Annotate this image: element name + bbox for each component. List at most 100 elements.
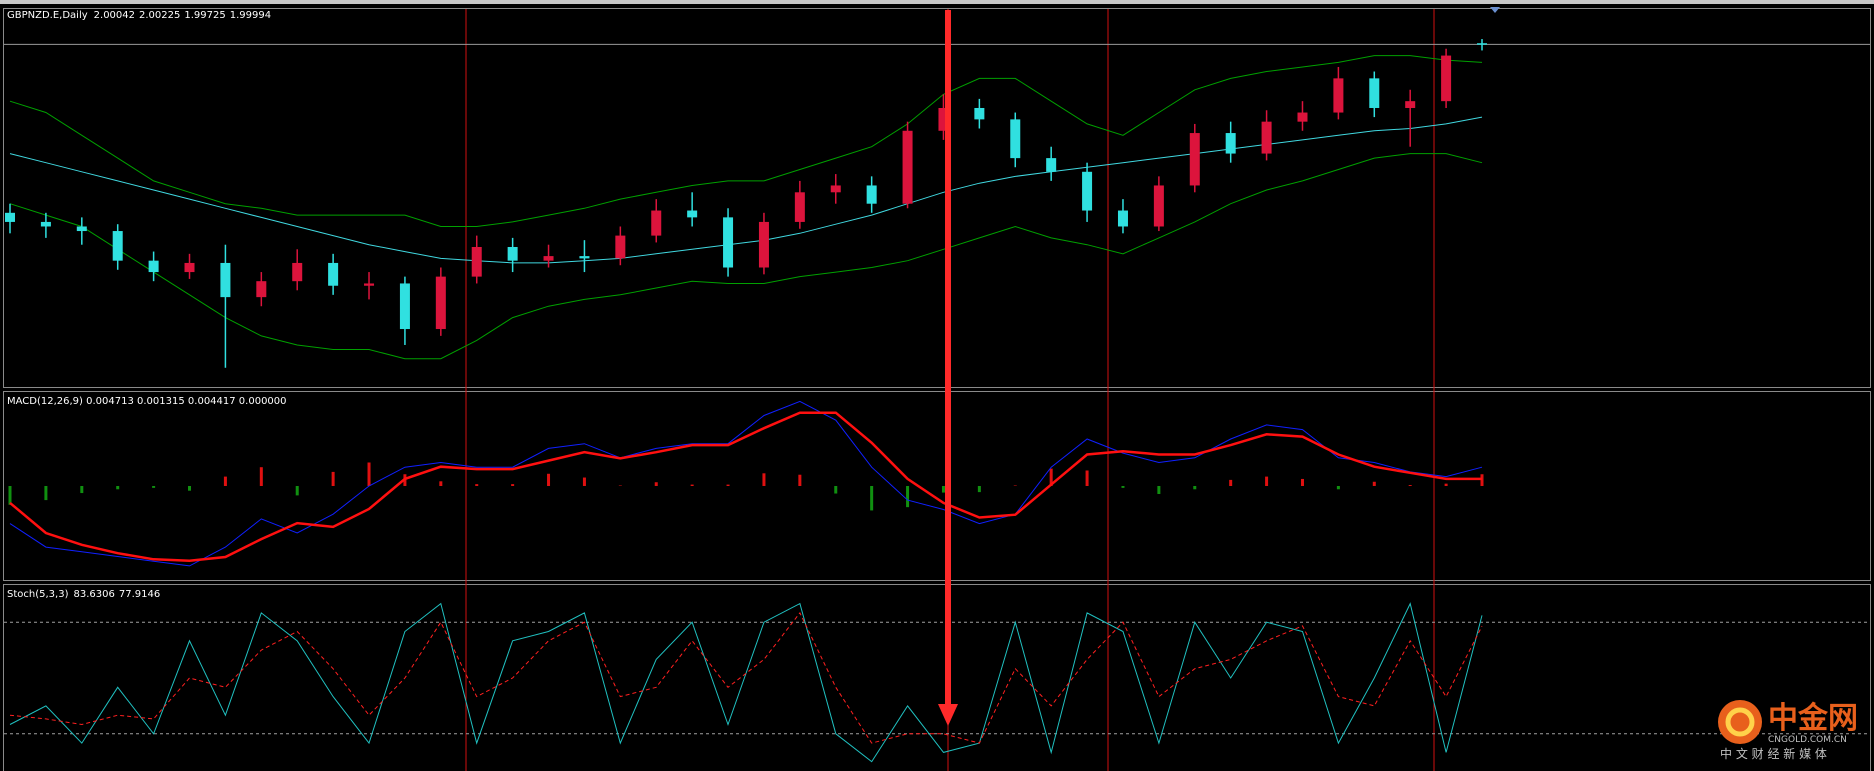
price-panel xyxy=(3,8,1871,388)
candle-body xyxy=(1297,112,1308,122)
candle-body xyxy=(5,212,15,222)
macd-histogram-bar xyxy=(1444,483,1448,486)
logo-circle xyxy=(1718,700,1762,744)
macd-histogram-bar xyxy=(906,486,910,508)
logo-domain: CNGOLD.COM.CN xyxy=(1768,735,1847,745)
logo-tagline: 中 文 财 经 新 媒 体 xyxy=(1720,746,1827,761)
vertical-markers xyxy=(465,9,1435,771)
candle-body xyxy=(1405,101,1416,108)
candle-body xyxy=(579,256,590,259)
macd-header: MACD(12,26,9) 0.004713 0.001315 0.004417… xyxy=(7,396,287,407)
indicator-line xyxy=(9,116,1483,264)
macd-histogram-bar xyxy=(1265,476,1269,486)
macd-panel xyxy=(3,391,1871,581)
candle-body xyxy=(902,130,913,204)
macd-histogram-bar xyxy=(367,462,371,486)
top-strip xyxy=(0,0,1874,4)
macd-histogram-bar xyxy=(188,486,192,491)
candle-body xyxy=(1333,78,1344,113)
macd-histogram-bar xyxy=(152,486,156,488)
k-value: 83.6306 xyxy=(73,589,114,600)
macd-histogram-bar xyxy=(547,473,551,486)
candle-body xyxy=(1369,78,1380,108)
macd-histogram-bar xyxy=(1408,485,1412,486)
candle-body xyxy=(507,246,518,261)
candle-body xyxy=(974,107,985,120)
macd-histogram-bar xyxy=(116,486,120,490)
arrow-shaft xyxy=(945,10,951,710)
macd-histogram-bar xyxy=(439,481,443,486)
candle-body xyxy=(435,276,446,330)
macd-histogram-bar xyxy=(834,486,838,494)
candle-body xyxy=(399,283,410,330)
macd-histogram-bar xyxy=(1121,486,1125,488)
candle-body xyxy=(76,226,87,232)
indicator-line xyxy=(9,611,1483,744)
high-value: 2.00225 xyxy=(139,10,180,21)
candle-body xyxy=(794,192,805,222)
candle-body xyxy=(651,210,662,236)
candle-body xyxy=(220,262,231,298)
macd-histogram-bar xyxy=(870,486,874,511)
macd-histogram-bar xyxy=(1229,479,1233,486)
candle-body xyxy=(830,185,841,193)
candle-body xyxy=(1441,55,1452,102)
macd-histogram-bar xyxy=(798,474,802,486)
candle-body xyxy=(687,210,698,218)
macd-histogram-bar xyxy=(1085,470,1089,486)
macd-histogram-bar xyxy=(259,467,263,486)
open-value: 2.00042 xyxy=(94,10,135,21)
candle-body xyxy=(938,107,949,131)
candle-body xyxy=(40,221,51,227)
macd-histogram-bar xyxy=(1336,486,1340,490)
candle-body xyxy=(292,262,303,282)
candle-body xyxy=(112,231,123,261)
candle-body xyxy=(1082,171,1093,211)
macd-histogram-bar xyxy=(44,486,48,501)
candle-body xyxy=(615,235,626,259)
candle-body xyxy=(758,221,769,268)
candle-body xyxy=(1046,158,1057,172)
macd-histogram-bar xyxy=(511,484,515,486)
candle-body xyxy=(866,185,877,204)
macd-histogram-bar xyxy=(223,476,227,486)
stoch-panel xyxy=(3,584,1871,771)
low-value: 1.99725 xyxy=(184,10,225,21)
arrow-head xyxy=(938,704,958,726)
candle-body xyxy=(1189,133,1200,186)
candle-body xyxy=(328,262,339,286)
down-arrow xyxy=(938,10,958,726)
macd-histogram-bar xyxy=(295,486,299,496)
candle-body xyxy=(471,246,482,277)
macd-histogram-bar xyxy=(1049,468,1053,486)
macd-histogram-bar xyxy=(654,482,658,486)
macd-histogram-bar xyxy=(80,486,84,494)
candle-body xyxy=(1153,185,1164,227)
macd-histogram-bar xyxy=(726,484,730,486)
macd-histogram-bar xyxy=(977,486,981,493)
d-value: 77.9146 xyxy=(119,589,160,600)
candle-body xyxy=(1225,133,1236,154)
macd-histogram-bar xyxy=(1300,478,1304,486)
macd-histogram-bar xyxy=(690,484,694,486)
candle-body xyxy=(543,256,554,261)
macd-histogram-bar xyxy=(8,486,12,505)
candle-body xyxy=(1477,43,1487,45)
candle-body xyxy=(364,283,375,286)
macd-histogram-bar xyxy=(475,484,479,486)
macd-histogram-bar xyxy=(331,471,335,486)
indicator-line xyxy=(9,55,1483,227)
indicator-line xyxy=(9,400,1483,567)
macd-histogram-bar xyxy=(762,473,766,486)
indicator-line xyxy=(9,153,1483,360)
plot-area xyxy=(4,39,1870,763)
stoch-title: Stoch(5,3,3) xyxy=(7,589,69,600)
candle-body xyxy=(148,260,159,273)
macd-histogram-bar xyxy=(1193,486,1197,490)
symbol: GBPNZD.E,Daily xyxy=(7,10,88,21)
candle-body xyxy=(1261,121,1272,154)
macd-histogram-bar xyxy=(941,486,945,493)
stoch-header: Stoch(5,3,3) 83.6306 77.9146 xyxy=(7,589,160,600)
